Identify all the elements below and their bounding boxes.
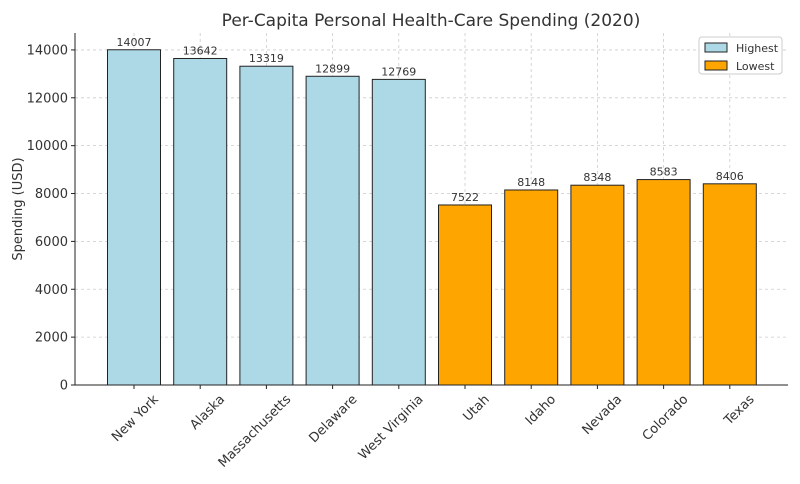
data-label: 13642 bbox=[183, 44, 218, 57]
x-tick-label: Alaska bbox=[187, 392, 228, 433]
x-tick-label: Utah bbox=[460, 392, 492, 424]
legend: Highest Lowest bbox=[698, 36, 783, 75]
bars bbox=[107, 49, 757, 386]
x-tick-label: Texas bbox=[721, 392, 758, 429]
bar-idaho bbox=[504, 189, 559, 386]
legend-label: Lowest bbox=[736, 60, 775, 73]
y-axis-label: Spending (USD) bbox=[11, 157, 26, 260]
bar-massachusetts bbox=[239, 65, 294, 386]
data-label: 13319 bbox=[249, 52, 284, 65]
x-tick-label: Delaware bbox=[307, 392, 361, 446]
legend-swatch-lowest bbox=[704, 60, 728, 71]
bar-colorado bbox=[636, 179, 691, 386]
y-tick-label: 4000 bbox=[35, 283, 68, 298]
data-label: 8406 bbox=[716, 170, 744, 183]
y-ticks: 0 2000 4000 6000 8000 10000 12000 14000 bbox=[27, 43, 75, 394]
data-label: 8348 bbox=[583, 171, 611, 184]
y-tick-label: 14000 bbox=[27, 43, 68, 58]
legend-swatch-highest bbox=[704, 42, 728, 53]
y-tick-label: 12000 bbox=[27, 91, 68, 106]
data-label: 12769 bbox=[381, 65, 416, 78]
y-tick-label: 0 bbox=[60, 379, 68, 394]
data-label: 12899 bbox=[315, 62, 350, 75]
legend-label: Highest bbox=[736, 42, 779, 55]
x-tick-label: West Virginia bbox=[356, 392, 427, 463]
bar-alaska bbox=[173, 57, 228, 386]
bar-texas bbox=[702, 183, 757, 386]
data-label: 14007 bbox=[117, 36, 152, 49]
x-tick-label: Colorado bbox=[640, 392, 692, 444]
x-tick-label: Idaho bbox=[523, 392, 559, 428]
chart-title: Per-Capita Personal Health-Care Spending… bbox=[222, 11, 641, 31]
bar-nevada bbox=[570, 184, 625, 386]
bar-new-york bbox=[107, 49, 161, 386]
data-labels: 14007 13642 13319 12899 12769 7522 8148 8348 858… bbox=[117, 36, 744, 204]
x-tick-label: Massachusetts bbox=[216, 392, 295, 471]
x-tick-label: Nevada bbox=[580, 392, 626, 438]
y-tick-label: 2000 bbox=[35, 331, 68, 346]
data-label: 8148 bbox=[517, 176, 545, 189]
y-tick-label: 6000 bbox=[35, 235, 68, 250]
y-tick-label: 10000 bbox=[27, 139, 68, 154]
bar-west-virginia bbox=[371, 78, 426, 386]
bar-delaware bbox=[305, 75, 360, 386]
y-tick-label: 8000 bbox=[35, 187, 68, 202]
bar-utah bbox=[438, 204, 492, 386]
data-label: 7522 bbox=[451, 191, 479, 204]
x-tick-label: New York bbox=[109, 392, 162, 445]
data-label: 8583 bbox=[650, 166, 678, 179]
